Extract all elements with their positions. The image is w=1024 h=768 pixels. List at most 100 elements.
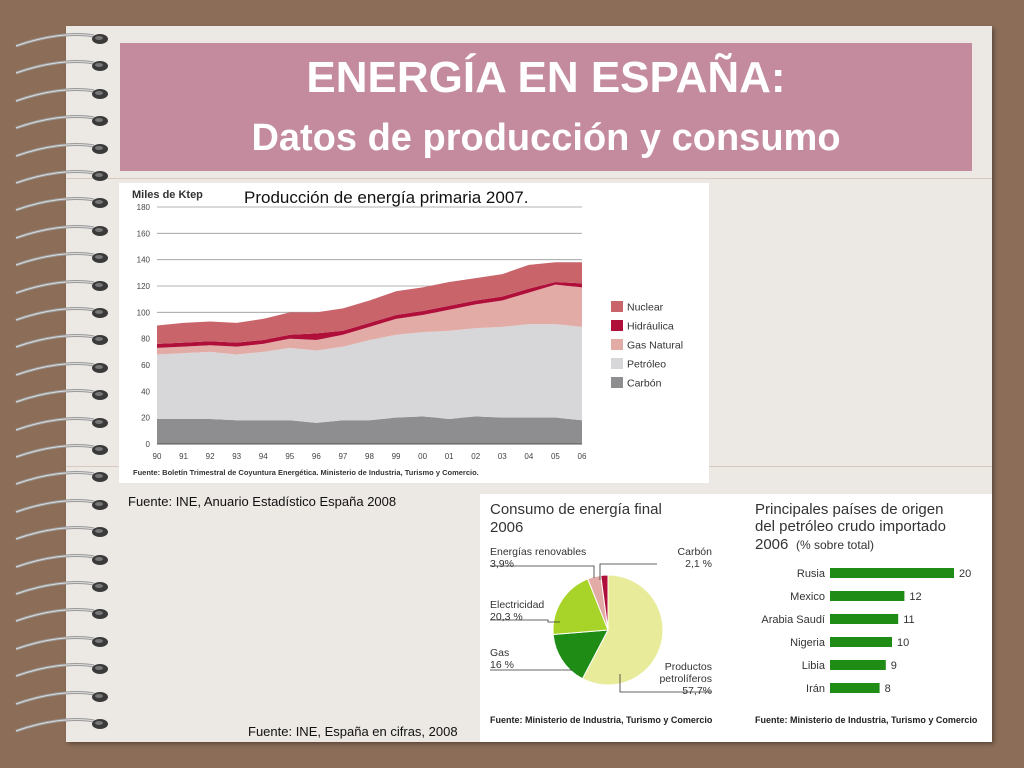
area-series-gas-natural bbox=[157, 284, 582, 355]
spiral-ring bbox=[14, 138, 108, 164]
spiral-ring bbox=[14, 549, 108, 575]
bar-footnote: Fuente: Ministerio de Industria, Turismo… bbox=[755, 715, 978, 725]
y-tick-label: 180 bbox=[137, 203, 151, 212]
bar bbox=[830, 683, 880, 693]
production-chart: Producción de energía primaria 2007. Mil… bbox=[119, 183, 709, 483]
x-tick-label: 06 bbox=[578, 452, 587, 461]
bar-category-label: Mexico bbox=[790, 591, 825, 603]
bar bbox=[830, 614, 899, 624]
legend-label: Nuclear bbox=[627, 302, 664, 314]
spiral-ring bbox=[14, 686, 108, 712]
spiral-ring bbox=[14, 439, 108, 465]
bar-title-line3: 2006 bbox=[755, 536, 788, 553]
pie-label: Carbón bbox=[678, 546, 713, 558]
spiral-ring bbox=[14, 83, 108, 109]
production-footnote: Fuente: Boletín Trimestral de Coyuntura … bbox=[133, 468, 479, 477]
x-tick-label: 03 bbox=[498, 452, 507, 461]
spiral-ring bbox=[14, 302, 108, 328]
pie-label: Gas bbox=[490, 647, 509, 659]
pie-value: 20,3 % bbox=[490, 611, 523, 623]
bar-value-label: 20 bbox=[959, 568, 971, 580]
y-tick-label: 100 bbox=[137, 308, 151, 317]
x-tick-label: 04 bbox=[524, 452, 533, 461]
spiral-ring bbox=[14, 713, 108, 739]
spiral-ring bbox=[14, 603, 108, 629]
bar-value-label: 10 bbox=[897, 637, 909, 649]
y-tick-label: 140 bbox=[137, 256, 151, 265]
spiral-ring bbox=[14, 412, 108, 438]
x-tick-label: 99 bbox=[392, 452, 401, 461]
pie-slice bbox=[552, 578, 609, 636]
consumption-card: Consumo de energía final 2006 Carbón 2,1 … bbox=[480, 494, 992, 742]
pie-leader-line bbox=[619, 674, 712, 693]
spiral-ring bbox=[14, 247, 108, 273]
bar-category-label: Libia bbox=[802, 660, 826, 672]
pie-slice bbox=[552, 629, 609, 680]
y-tick-label: 80 bbox=[141, 335, 150, 344]
spiral-ring bbox=[14, 28, 108, 54]
y-tick-label: 60 bbox=[141, 361, 150, 370]
legend-label: Carbón bbox=[627, 378, 662, 390]
bar-category-label: Irán bbox=[806, 683, 825, 695]
spiral-ring bbox=[14, 576, 108, 602]
pie-slice bbox=[600, 574, 609, 631]
production-chart-svg: Producción de energía primaria 2007. Mil… bbox=[132, 188, 683, 477]
spiral-ring bbox=[14, 494, 108, 520]
bar-category-label: Nigeria bbox=[790, 637, 826, 649]
bar-value-label: 8 bbox=[885, 683, 891, 695]
spiral-ring bbox=[14, 329, 108, 355]
bar-title-unit: (% sobre total) bbox=[796, 538, 874, 552]
spiral-ring bbox=[14, 110, 108, 136]
area-series-petróleo bbox=[157, 324, 582, 423]
bar bbox=[830, 568, 954, 578]
pie-leader-line bbox=[490, 565, 595, 578]
spiral-ring bbox=[14, 631, 108, 657]
legend-swatch bbox=[611, 339, 623, 350]
x-tick-label: 91 bbox=[179, 452, 188, 461]
production-chart-title: Producción de energía primaria 2007. bbox=[244, 188, 528, 207]
page-title: ENERGÍA EN ESPAÑA: bbox=[306, 53, 786, 102]
pie-value: 16 % bbox=[490, 659, 514, 671]
spiral-ring bbox=[14, 384, 108, 410]
consumption-charts-svg: Consumo de energía final 2006 Carbón2,1 … bbox=[490, 501, 978, 725]
x-tick-label: 05 bbox=[551, 452, 560, 461]
bar-title-line1: Principales países de origen bbox=[755, 501, 943, 518]
x-tick-label: 93 bbox=[232, 452, 241, 461]
spiral-ring bbox=[14, 275, 108, 301]
pie-subtitle: 2006 bbox=[490, 519, 523, 536]
area-series-carbón bbox=[157, 416, 582, 444]
bar-value-label: 9 bbox=[891, 660, 897, 672]
y-tick-label: 20 bbox=[141, 414, 150, 423]
bar-value-label: 12 bbox=[909, 591, 921, 603]
spiral-ring bbox=[14, 220, 108, 246]
pie-footnote: Fuente: Ministerio de Industria, Turismo… bbox=[490, 715, 713, 725]
source-note-left: Fuente: INE, Anuario Estadístico España … bbox=[128, 494, 397, 509]
page-subtitle: Datos de producción y consumo bbox=[251, 117, 841, 159]
x-tick-label: 97 bbox=[338, 452, 347, 461]
pie-title: Consumo de energía final bbox=[490, 501, 662, 518]
spiral-ring bbox=[14, 658, 108, 684]
paper-rule bbox=[66, 178, 992, 179]
spiral-ring bbox=[14, 192, 108, 218]
spiral-ring bbox=[14, 55, 108, 81]
bar-title-line2: del petróleo crudo importado bbox=[755, 518, 946, 535]
x-tick-label: 00 bbox=[418, 452, 427, 461]
legend-swatch bbox=[611, 377, 623, 388]
spiral-ring bbox=[14, 357, 108, 383]
pie-label: Energías renovables bbox=[490, 546, 586, 558]
x-tick-label: 90 bbox=[153, 452, 162, 461]
legend-label: Hidráulica bbox=[627, 321, 674, 333]
production-y-label: Miles de Ktep bbox=[132, 189, 203, 201]
bar-category-label: Arabia Saudí bbox=[761, 614, 825, 626]
pie-value: 3,9% bbox=[490, 558, 514, 570]
title-banner: ENERGÍA EN ESPAÑA: Datos de producción y… bbox=[120, 43, 972, 171]
pie-label: petrolíferos bbox=[659, 673, 712, 685]
x-tick-label: 96 bbox=[312, 452, 321, 461]
x-tick-label: 02 bbox=[471, 452, 480, 461]
legend-label: Petróleo bbox=[627, 359, 666, 371]
legend-swatch bbox=[611, 358, 623, 369]
area-series-nuclear bbox=[157, 262, 582, 344]
pie-label: Productos bbox=[665, 661, 712, 673]
legend-swatch bbox=[611, 301, 623, 312]
pie-leader-line bbox=[490, 619, 560, 623]
